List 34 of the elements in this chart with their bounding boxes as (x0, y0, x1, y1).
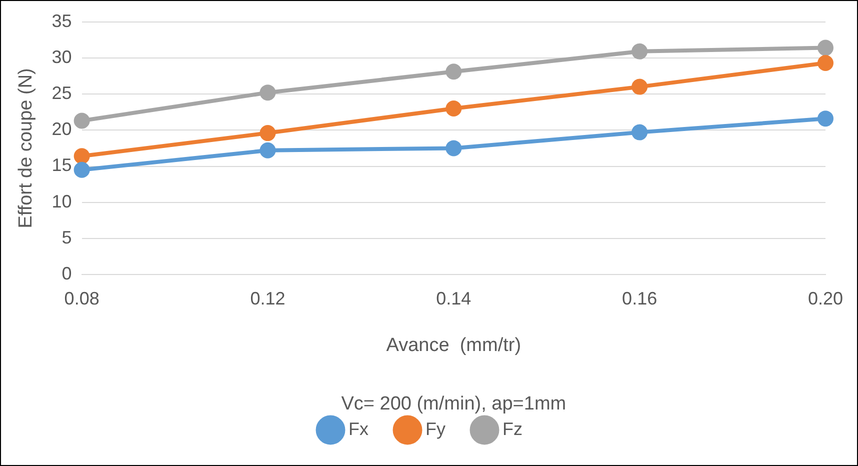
legend-label: Fy (426, 418, 446, 439)
y-tick-label: 30 (52, 46, 72, 67)
point (632, 43, 648, 60)
point (817, 110, 834, 127)
x-tick-label: 0.20 (808, 288, 844, 308)
point (74, 112, 90, 129)
y-tick-label: 15 (52, 155, 72, 176)
x-tick-label: 0.12 (250, 288, 286, 308)
x-axis-title: Avance (mm/tr) (386, 334, 522, 356)
y-tick-label: 0 (62, 264, 72, 284)
y-tick-label: 25 (52, 82, 72, 103)
point (446, 100, 462, 116)
point (632, 78, 648, 95)
y-tick-label: 20 (52, 119, 72, 140)
y-tick-label: 5 (62, 227, 72, 248)
point (74, 162, 90, 178)
point (260, 142, 276, 158)
point (74, 148, 90, 164)
point (817, 54, 834, 71)
point (632, 124, 648, 140)
y-tick-label: 35 (52, 10, 72, 31)
point (260, 84, 276, 101)
point (446, 140, 462, 156)
text: Vc= 200 (m/min), ap=1mm (341, 394, 566, 415)
point (260, 125, 276, 142)
legend-label: Fx (348, 418, 369, 439)
x-tick-label: 0.16 (622, 288, 658, 308)
y-tick-label: 10 (52, 191, 72, 212)
point (817, 40, 834, 56)
x-tick-label: 0.08 (64, 288, 100, 308)
y-axis-title: Effort de coupe (N) (16, 68, 37, 228)
point (446, 64, 462, 80)
legend-label: Fz (502, 418, 522, 439)
x-tick-label: 0.14 (436, 288, 472, 308)
